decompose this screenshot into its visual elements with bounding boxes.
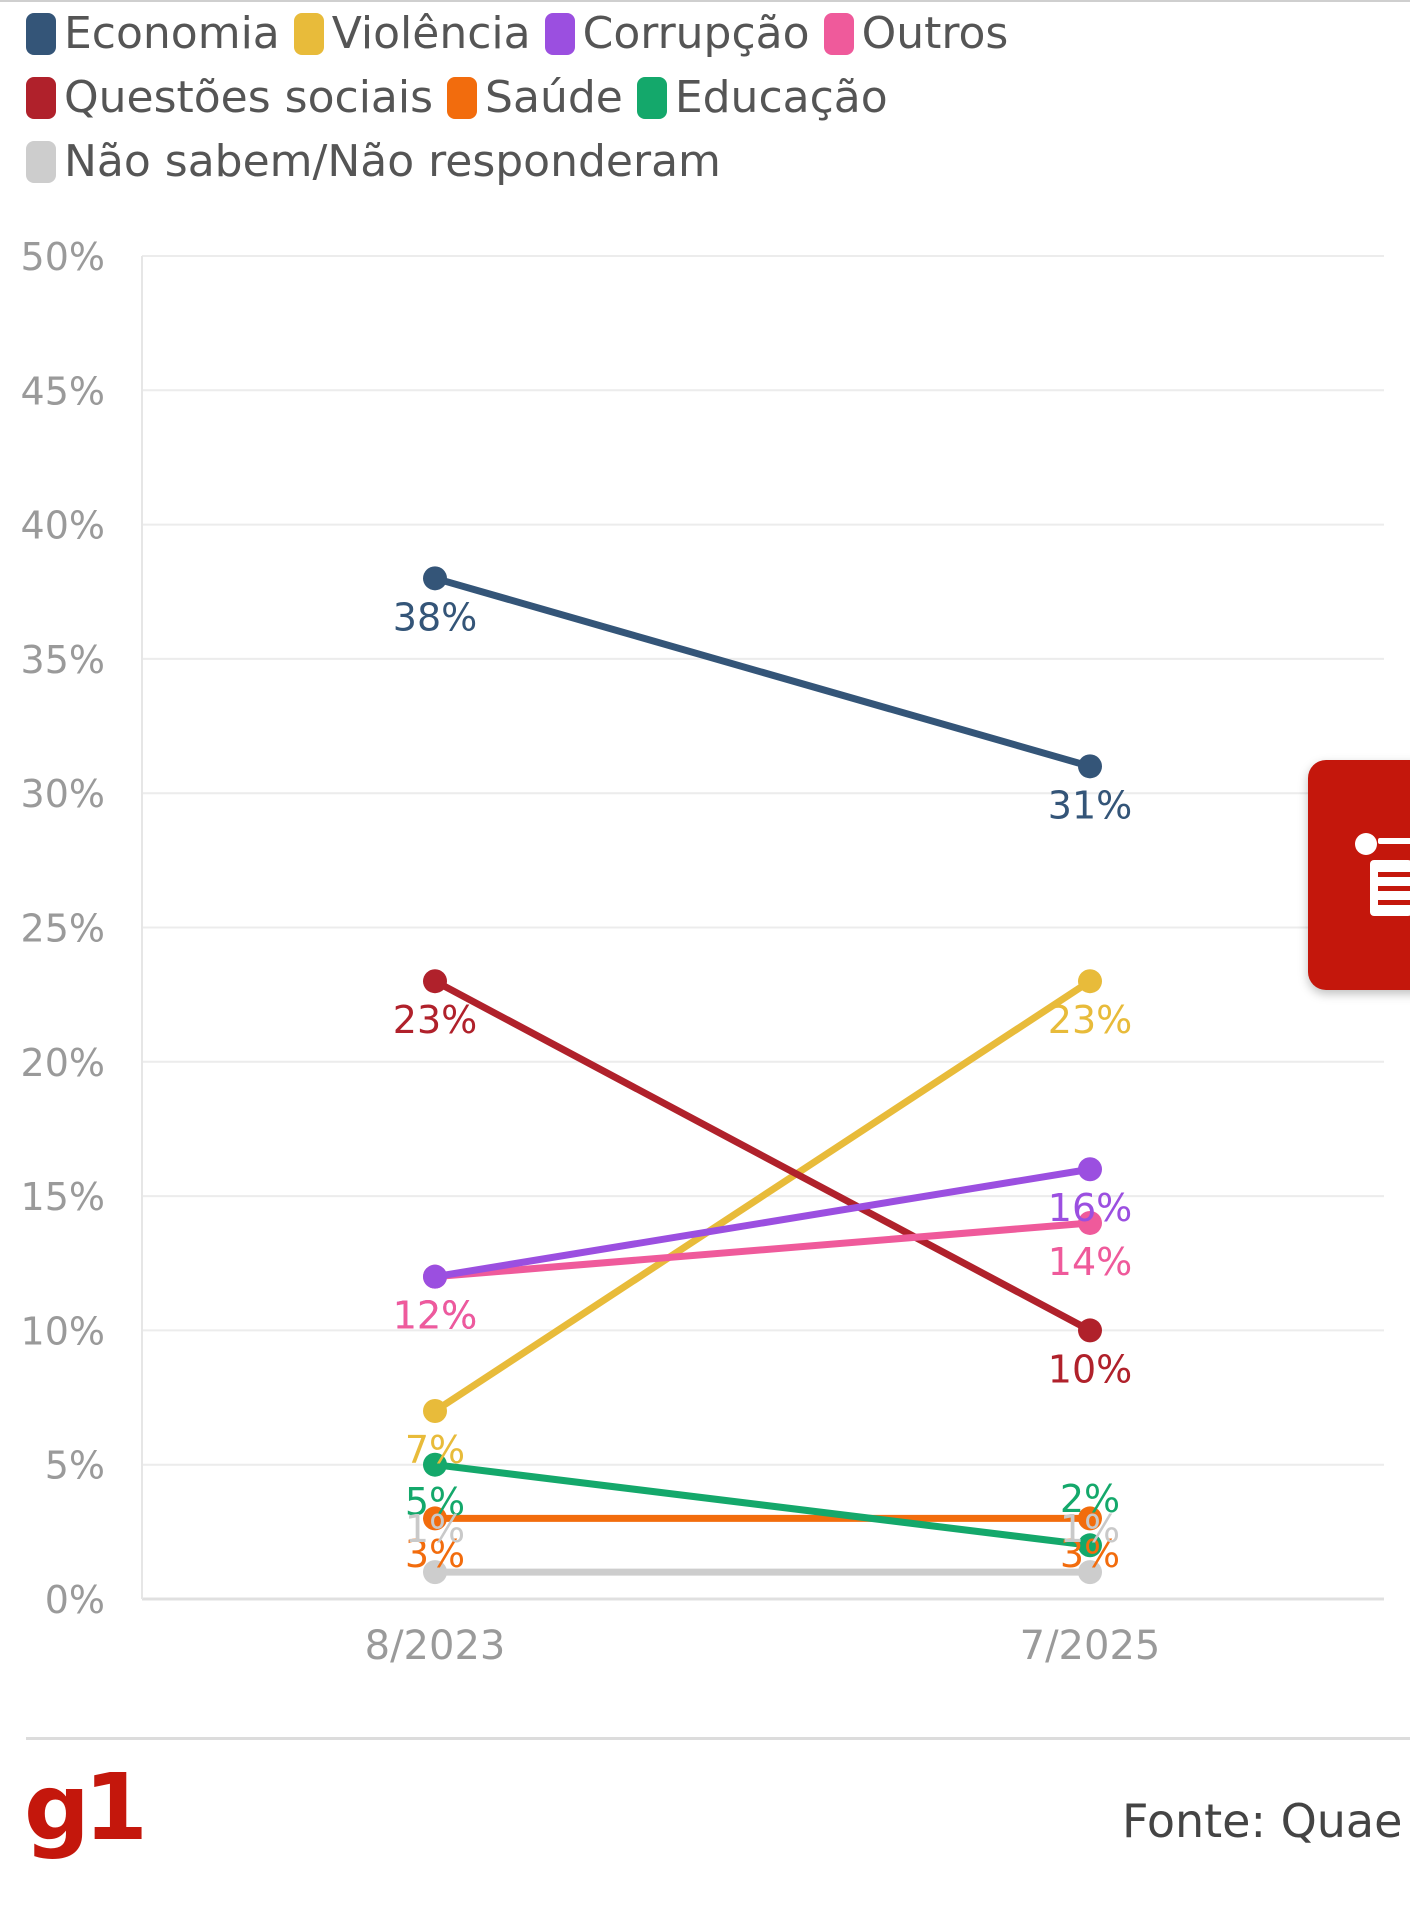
y-tick-label: 45% bbox=[21, 369, 105, 413]
legend-item-corrupcao: Corrupção bbox=[544, 8, 810, 59]
legend-label: Não sabem/Não responderam bbox=[64, 136, 721, 187]
legend-label: Violência bbox=[331, 8, 531, 59]
line-chart: 0% 5% 10% 15% 20% 25% 30% 35% 40% 45% 50% 8/2023 7/2… bbox=[21, 235, 1384, 1669]
footer-divider bbox=[26, 1737, 1410, 1740]
series-line bbox=[431, 1165, 1094, 1281]
data-point bbox=[1078, 1506, 1102, 1531]
data-label: 1% bbox=[405, 1507, 465, 1551]
data-point bbox=[1078, 1318, 1102, 1343]
legend-row: Economia Violência Corrupção Outros bbox=[26, 2, 1226, 66]
data-point bbox=[423, 566, 447, 591]
data-label: 3% bbox=[1060, 1532, 1120, 1576]
data-point bbox=[423, 1398, 447, 1423]
y-tick-label: 30% bbox=[21, 772, 105, 816]
legend-item-economia: Economia bbox=[26, 12, 280, 56]
data-label: 16% bbox=[1048, 1186, 1132, 1230]
y-tick-label: 50% bbox=[21, 235, 105, 279]
legend-swatch bbox=[823, 13, 854, 55]
data-label: 12% bbox=[393, 1294, 477, 1338]
legend-item-nao-sabem: Não sabem/Não responderam bbox=[26, 140, 721, 184]
g1-logo: g1 bbox=[24, 1754, 148, 1861]
data-point bbox=[1078, 1560, 1102, 1585]
data-label: 10% bbox=[1048, 1347, 1132, 1391]
x-tick-label: 8/2023 bbox=[365, 1623, 506, 1669]
series-line bbox=[431, 574, 1094, 770]
legend-item-questoes-sociais: Questões sociais bbox=[26, 76, 433, 120]
y-tick-label: 15% bbox=[21, 1175, 105, 1219]
legend-item-educacao: Educação bbox=[636, 72, 888, 123]
data-label: 31% bbox=[1048, 783, 1132, 827]
legend-swatch bbox=[26, 77, 56, 119]
series-line bbox=[431, 1219, 1094, 1281]
series-line bbox=[431, 1461, 1094, 1549]
legend-label: Questões sociais bbox=[64, 72, 434, 123]
legend-label: Saúde bbox=[485, 72, 623, 123]
legend-row: Não sabem/Não responderam bbox=[26, 130, 1226, 194]
data-label: 14% bbox=[1048, 1240, 1132, 1284]
data-point bbox=[423, 1506, 447, 1531]
legend-swatch bbox=[26, 141, 56, 183]
series-line bbox=[431, 977, 1094, 1334]
y-tick-label: 10% bbox=[21, 1309, 105, 1353]
legend-item-outros: Outros bbox=[823, 8, 1009, 59]
data-label: 23% bbox=[1048, 998, 1132, 1042]
data-point bbox=[423, 1560, 447, 1585]
legend-item-saude: Saúde bbox=[447, 76, 623, 120]
x-tick-label: 7/2025 bbox=[1020, 1623, 1161, 1669]
y-tick-label: 0% bbox=[45, 1578, 105, 1622]
y-tick-label: 35% bbox=[21, 638, 105, 682]
legend-label: Economia bbox=[64, 8, 280, 59]
top-divider bbox=[0, 0, 1410, 2]
legend-row: Questões sociais Saúde Educação bbox=[26, 66, 1226, 130]
data-label: 5% bbox=[405, 1480, 465, 1524]
y-tick-label: 5% bbox=[45, 1444, 105, 1488]
data-label: 12% bbox=[393, 1294, 477, 1338]
data-point bbox=[1078, 1157, 1102, 1182]
data-label: 38% bbox=[393, 595, 477, 639]
news-side-button[interactable] bbox=[1308, 760, 1410, 990]
data-point bbox=[1078, 1533, 1102, 1558]
data-label: 3% bbox=[405, 1532, 465, 1576]
legend-swatch bbox=[447, 77, 478, 119]
y-tick-label: 40% bbox=[21, 504, 105, 548]
data-point bbox=[1078, 754, 1102, 779]
legend-swatch bbox=[636, 77, 667, 119]
legend-label: Corrupção bbox=[582, 8, 810, 59]
y-tick-label: 20% bbox=[21, 1041, 105, 1085]
legend-label: Educação bbox=[674, 72, 888, 123]
data-label: 1% bbox=[1060, 1507, 1120, 1551]
legend-swatch bbox=[293, 13, 324, 55]
series-line bbox=[431, 977, 1094, 1415]
legend-item-violencia: Violência bbox=[293, 8, 531, 59]
data-label: 2% bbox=[1060, 1477, 1120, 1521]
data-point bbox=[423, 1452, 447, 1477]
data-point bbox=[1078, 969, 1102, 994]
source-note: Fonte: Quae bbox=[1122, 1798, 1403, 1844]
chart-legend: Economia Violência Corrupção Outros Ques… bbox=[26, 2, 1226, 194]
legend-swatch bbox=[544, 13, 575, 55]
y-tick-label: 25% bbox=[21, 907, 105, 951]
data-point bbox=[1078, 1210, 1102, 1235]
data-point bbox=[423, 1264, 447, 1289]
news-icon bbox=[1355, 833, 1410, 916]
data-label: 23% bbox=[393, 998, 477, 1042]
data-point bbox=[423, 969, 447, 994]
legend-swatch bbox=[26, 13, 56, 55]
legend-label: Outros bbox=[861, 8, 1009, 59]
data-label: 7% bbox=[405, 1428, 465, 1472]
